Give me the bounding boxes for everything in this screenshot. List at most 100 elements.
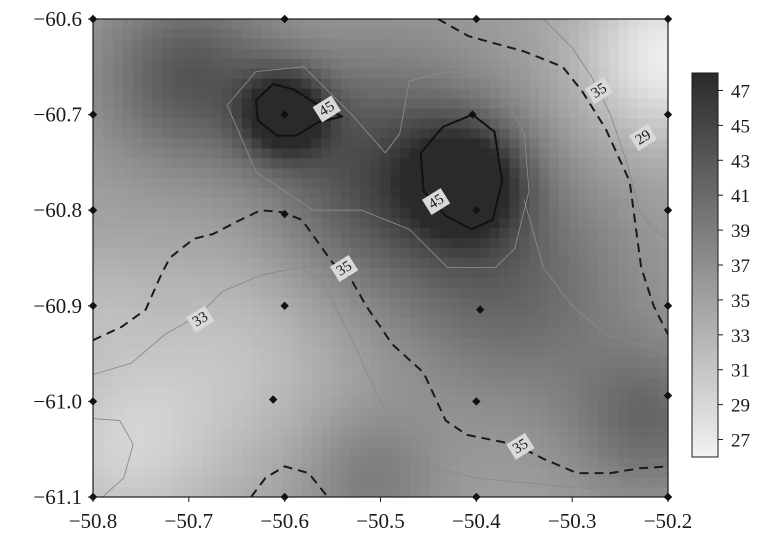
heatmap-cell bbox=[459, 437, 471, 448]
heatmap-cell bbox=[658, 138, 668, 150]
heatmap-cell bbox=[479, 397, 491, 408]
heatmap-cell bbox=[489, 457, 501, 468]
heatmap-cell bbox=[509, 178, 520, 189]
sample-point bbox=[280, 209, 289, 219]
heatmap-cell bbox=[202, 48, 213, 60]
heatmap-cell bbox=[311, 258, 322, 269]
heatmap-cell bbox=[172, 118, 183, 130]
heatmap-cell bbox=[251, 128, 263, 140]
heatmap-cell bbox=[192, 168, 203, 179]
heatmap-cell bbox=[489, 48, 501, 60]
heatmap-cell bbox=[192, 387, 203, 399]
y-tick-label: −60.7 bbox=[33, 103, 82, 127]
heatmap-cell bbox=[658, 407, 668, 418]
heatmap-cell bbox=[93, 337, 104, 349]
heatmap-cell bbox=[499, 168, 510, 179]
heatmap-cell bbox=[132, 447, 144, 458]
heatmap-cell bbox=[410, 48, 421, 60]
heatmap-cell bbox=[410, 248, 421, 259]
heatmap-cell bbox=[608, 277, 620, 289]
heatmap-cell bbox=[539, 407, 550, 418]
heatmap-cell bbox=[261, 148, 273, 160]
heatmap-cell bbox=[380, 78, 392, 90]
heatmap-cell bbox=[241, 78, 253, 90]
heatmap-cell bbox=[519, 208, 530, 219]
heatmap-cell bbox=[628, 158, 639, 169]
heatmap-cell bbox=[578, 277, 590, 289]
heatmap-cell bbox=[410, 138, 421, 150]
heatmap-cell bbox=[519, 407, 530, 418]
heatmap-cell bbox=[648, 327, 659, 339]
heatmap-cell bbox=[539, 457, 550, 468]
heatmap-cell bbox=[281, 258, 292, 269]
heatmap-cell bbox=[112, 78, 124, 90]
heatmap-cell bbox=[122, 427, 134, 438]
heatmap-cell bbox=[588, 128, 600, 140]
heatmap-cell bbox=[479, 188, 491, 199]
heatmap-cell bbox=[162, 248, 173, 259]
heatmap-cell bbox=[499, 467, 510, 478]
heatmap-cell bbox=[489, 377, 501, 389]
heatmap-cell bbox=[658, 297, 668, 309]
heatmap-cell bbox=[568, 437, 580, 448]
heatmap-cell bbox=[311, 327, 322, 339]
heatmap-cell bbox=[340, 377, 352, 389]
heatmap-cell bbox=[251, 427, 263, 438]
heatmap-cell bbox=[221, 447, 233, 458]
heatmap-cell bbox=[172, 277, 183, 289]
heatmap-cell bbox=[558, 188, 570, 199]
heatmap-cell bbox=[529, 457, 540, 468]
heatmap-cell bbox=[539, 417, 550, 428]
heatmap-cell bbox=[211, 287, 223, 299]
heatmap-cell bbox=[182, 427, 193, 438]
heatmap-cell bbox=[261, 19, 273, 30]
heatmap-cell bbox=[489, 357, 501, 369]
heatmap-cell bbox=[102, 447, 114, 458]
heatmap-cell bbox=[539, 188, 550, 199]
heatmap-cell bbox=[162, 367, 173, 379]
heatmap-cell bbox=[479, 267, 491, 279]
heatmap-cell bbox=[588, 367, 600, 379]
heatmap-cell bbox=[558, 128, 570, 140]
heatmap-cell bbox=[122, 178, 134, 189]
heatmap-cell bbox=[469, 467, 481, 478]
heatmap-cell bbox=[321, 148, 332, 160]
heatmap-cell bbox=[380, 387, 392, 399]
heatmap-cell bbox=[231, 417, 243, 428]
heatmap-cell bbox=[231, 148, 243, 160]
heatmap-cell bbox=[192, 58, 203, 70]
heatmap-cell bbox=[251, 88, 263, 100]
x-axis: −50.8 −50.7 −50.6 −50.5 −50.4 −50.3 −50.2 bbox=[69, 497, 692, 533]
heatmap-cell bbox=[499, 48, 510, 60]
heatmap-cell bbox=[658, 238, 668, 249]
heatmap-cell bbox=[608, 437, 620, 448]
heatmap-cell bbox=[509, 88, 520, 100]
heatmap-cell bbox=[628, 48, 639, 60]
heatmap-cell bbox=[211, 467, 223, 478]
heatmap-cell bbox=[340, 317, 352, 329]
heatmap-cell bbox=[122, 19, 134, 30]
heatmap-cell bbox=[648, 267, 659, 279]
heatmap-cell bbox=[430, 248, 441, 259]
heatmap-cell bbox=[449, 407, 461, 418]
heatmap-cell bbox=[182, 88, 193, 100]
heatmap-cell bbox=[390, 128, 401, 140]
heatmap-cell bbox=[568, 297, 580, 309]
heatmap-cell bbox=[420, 347, 431, 359]
heatmap-cell bbox=[221, 128, 233, 140]
heatmap-cell bbox=[469, 457, 481, 468]
heatmap-cell bbox=[489, 138, 501, 150]
heatmap-cell bbox=[400, 407, 411, 418]
heatmap-cell bbox=[321, 78, 332, 90]
heatmap-cell bbox=[509, 457, 520, 468]
heatmap-cell bbox=[549, 337, 560, 349]
heatmap-cell bbox=[321, 417, 332, 428]
heatmap-cell bbox=[509, 277, 520, 289]
heatmap-cell bbox=[350, 188, 362, 199]
heatmap-cell bbox=[330, 467, 342, 478]
heatmap-cell bbox=[350, 337, 362, 349]
heatmap-cell bbox=[202, 437, 213, 448]
heatmap-cell bbox=[588, 297, 600, 309]
heatmap-cell bbox=[568, 208, 580, 219]
heatmap-cell bbox=[658, 158, 668, 169]
